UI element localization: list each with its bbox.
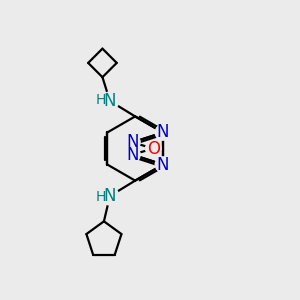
Text: N: N [157,156,169,174]
Circle shape [101,92,119,110]
Circle shape [146,141,161,156]
Text: H: H [95,93,106,107]
Text: N: N [103,187,116,205]
Text: H: H [95,190,106,204]
Text: O: O [147,140,160,158]
Circle shape [125,147,140,162]
Circle shape [155,157,171,172]
Text: N: N [103,92,116,110]
Text: N: N [126,146,139,164]
Text: N: N [126,134,139,152]
Circle shape [125,135,140,150]
Text: N: N [157,124,169,142]
Circle shape [101,187,119,205]
Circle shape [155,125,171,140]
